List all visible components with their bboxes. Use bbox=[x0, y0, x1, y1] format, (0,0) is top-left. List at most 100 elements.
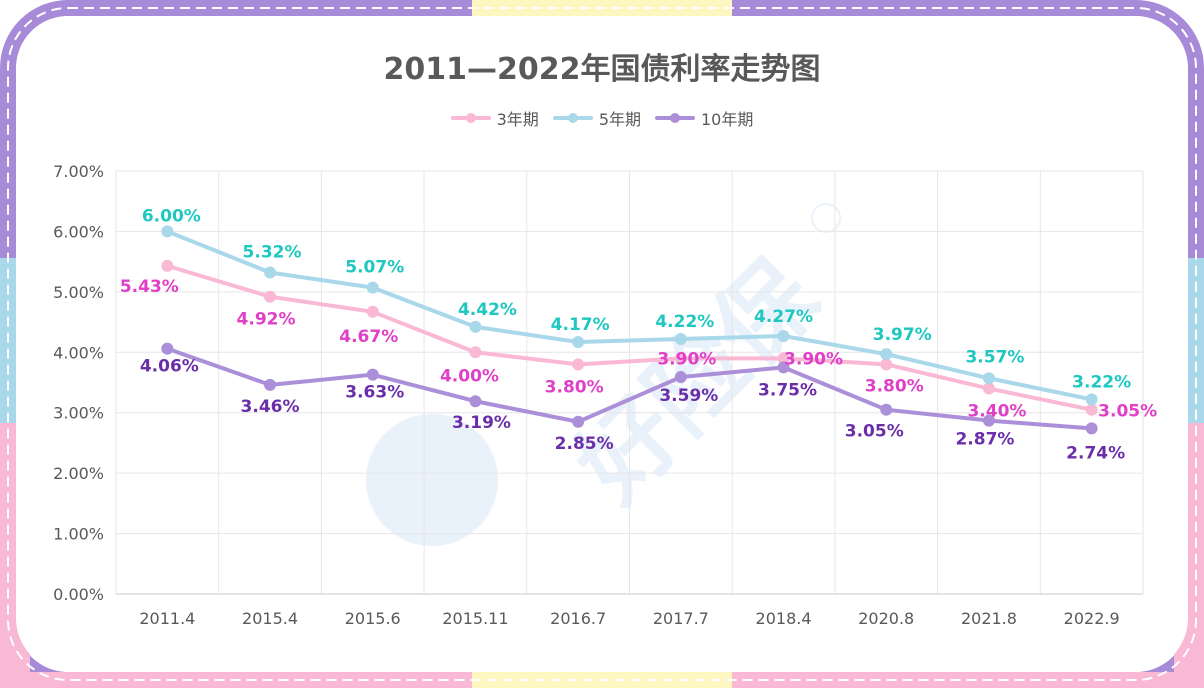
frame-band-blue-right bbox=[1186, 258, 1204, 423]
y-tick-label: 7.00% bbox=[53, 162, 104, 181]
data-point-10yr bbox=[161, 342, 174, 355]
chart-legend: 3年期 5年期 10年期 bbox=[0, 106, 1204, 130]
x-tick-label: 2022.9 bbox=[1064, 609, 1120, 628]
legend-swatch-10yr bbox=[655, 113, 695, 123]
legend-label-3yr: 3年期 bbox=[496, 110, 539, 129]
data-point-3yr bbox=[469, 346, 482, 359]
data-label-5yr: 4.42% bbox=[458, 300, 517, 320]
y-tick-label: 6.00% bbox=[53, 222, 104, 241]
data-point-3yr bbox=[982, 382, 995, 395]
data-point-10yr bbox=[264, 378, 277, 391]
chart-title: 2011—2022年国债利率走势图 bbox=[383, 52, 821, 87]
data-label-10yr: 2.74% bbox=[1066, 443, 1125, 463]
series-line-5yr bbox=[165, 229, 1094, 402]
data-label-3yr: 3.90% bbox=[784, 349, 843, 369]
data-point-5yr bbox=[161, 225, 174, 238]
x-tick-label: 2016.7 bbox=[550, 609, 606, 628]
data-point-5yr bbox=[572, 336, 585, 349]
data-point-3yr bbox=[264, 290, 277, 303]
data-point-3yr bbox=[880, 358, 893, 371]
data-point-10yr bbox=[1085, 422, 1098, 435]
data-label-3yr: 3.05% bbox=[1098, 402, 1157, 422]
watermark: 好险保 bbox=[366, 203, 841, 546]
data-point-5yr bbox=[777, 329, 790, 342]
frame-inner-panel bbox=[16, 16, 1188, 672]
y-tick-label: 4.00% bbox=[53, 343, 104, 362]
x-tick-label: 2011.4 bbox=[139, 609, 195, 628]
x-tick-label: 2021.8 bbox=[961, 609, 1017, 628]
data-point-5yr bbox=[469, 320, 482, 333]
x-tick-label: 2015.4 bbox=[242, 609, 298, 628]
data-label-5yr: 3.22% bbox=[1072, 372, 1131, 392]
data-label-10yr: 3.46% bbox=[241, 397, 300, 417]
data-label-3yr: 4.67% bbox=[339, 327, 398, 347]
x-tick-label: 2015.6 bbox=[345, 609, 401, 628]
data-label-5yr: 6.00% bbox=[142, 206, 201, 226]
data-label-10yr: 3.75% bbox=[758, 380, 817, 400]
data-label-3yr: 3.90% bbox=[657, 349, 716, 369]
data-label-3yr: 4.92% bbox=[237, 310, 296, 330]
data-point-5yr bbox=[264, 266, 277, 279]
frame-dashed-stitch bbox=[7, 7, 1197, 681]
legend-item-3yr: 3年期 bbox=[450, 106, 539, 130]
legend-label-5yr: 5年期 bbox=[598, 110, 641, 129]
data-label-3yr: 3.40% bbox=[967, 402, 1026, 422]
data-label-10yr: 4.06% bbox=[140, 357, 199, 377]
data-point-10yr bbox=[572, 415, 585, 428]
data-label-10yr: 3.05% bbox=[845, 422, 904, 442]
y-tick-label: 5.00% bbox=[53, 283, 104, 302]
data-label-3yr: 4.00% bbox=[440, 366, 499, 386]
legend-label-10yr: 10年期 bbox=[701, 110, 754, 129]
data-label-5yr: 4.27% bbox=[754, 307, 813, 327]
data-point-10yr bbox=[880, 403, 893, 416]
data-label-5yr: 5.32% bbox=[243, 243, 302, 263]
x-tick-label: 2018.4 bbox=[756, 609, 812, 628]
x-tick-label: 2020.8 bbox=[858, 609, 914, 628]
x-tick-label: 2015.11 bbox=[442, 609, 508, 628]
watermark-logo-circle bbox=[366, 414, 498, 546]
y-tick-label: 0.00% bbox=[53, 585, 104, 604]
data-label-10yr: 3.19% bbox=[452, 413, 511, 433]
data-label-5yr: 4.17% bbox=[551, 315, 610, 335]
data-label-3yr: 3.80% bbox=[545, 377, 604, 397]
data-point-5yr bbox=[366, 281, 379, 294]
y-tick-label: 3.00% bbox=[53, 404, 104, 423]
data-point-10yr bbox=[469, 395, 482, 408]
data-label-5yr: 3.97% bbox=[873, 325, 932, 345]
data-point-10yr bbox=[982, 414, 995, 427]
legend-item-5yr: 5年期 bbox=[552, 106, 641, 130]
data-label-10yr: 3.59% bbox=[659, 386, 718, 406]
data-label-3yr: 3.80% bbox=[865, 376, 924, 396]
data-label-10yr: 3.63% bbox=[345, 383, 404, 403]
y-tick-label: 1.00% bbox=[53, 525, 104, 544]
data-point-5yr bbox=[880, 348, 893, 361]
x-tick-label: 2017.7 bbox=[653, 609, 709, 628]
data-point-3yr bbox=[366, 305, 379, 318]
data-point-5yr bbox=[1085, 393, 1098, 406]
data-point-5yr bbox=[982, 372, 995, 385]
data-label-5yr: 4.22% bbox=[655, 312, 714, 332]
data-point-5yr bbox=[674, 332, 687, 345]
data-label-5yr: 3.57% bbox=[965, 347, 1024, 367]
data-point-10yr bbox=[777, 361, 790, 374]
legend-item-10yr: 10年期 bbox=[655, 106, 753, 130]
data-label-3yr: 5.43% bbox=[120, 277, 179, 297]
data-point-3yr bbox=[1085, 403, 1098, 416]
data-label-10yr: 2.87% bbox=[955, 430, 1014, 450]
y-tick-label: 2.00% bbox=[53, 464, 104, 483]
data-point-3yr bbox=[572, 358, 585, 371]
data-point-3yr bbox=[674, 352, 687, 365]
legend-swatch-3yr bbox=[450, 113, 491, 123]
data-point-3yr bbox=[161, 259, 174, 272]
legend-swatch-5yr bbox=[552, 113, 593, 123]
data-point-10yr bbox=[366, 368, 379, 381]
data-point-10yr bbox=[674, 371, 687, 384]
data-point-3yr bbox=[777, 352, 790, 365]
data-label-5yr: 5.07% bbox=[345, 258, 404, 278]
watermark-registered-circle bbox=[811, 203, 841, 233]
series-line-3yr bbox=[165, 263, 1094, 412]
series-line-10yr bbox=[165, 346, 1094, 431]
data-label-10yr: 2.85% bbox=[555, 434, 614, 454]
